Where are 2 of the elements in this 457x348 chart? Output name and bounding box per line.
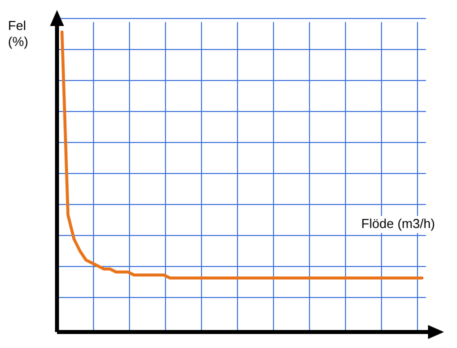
x-axis-title: Flöde (m3/h) (361, 216, 436, 231)
y-axis-title: Fel (%) (8, 18, 30, 50)
